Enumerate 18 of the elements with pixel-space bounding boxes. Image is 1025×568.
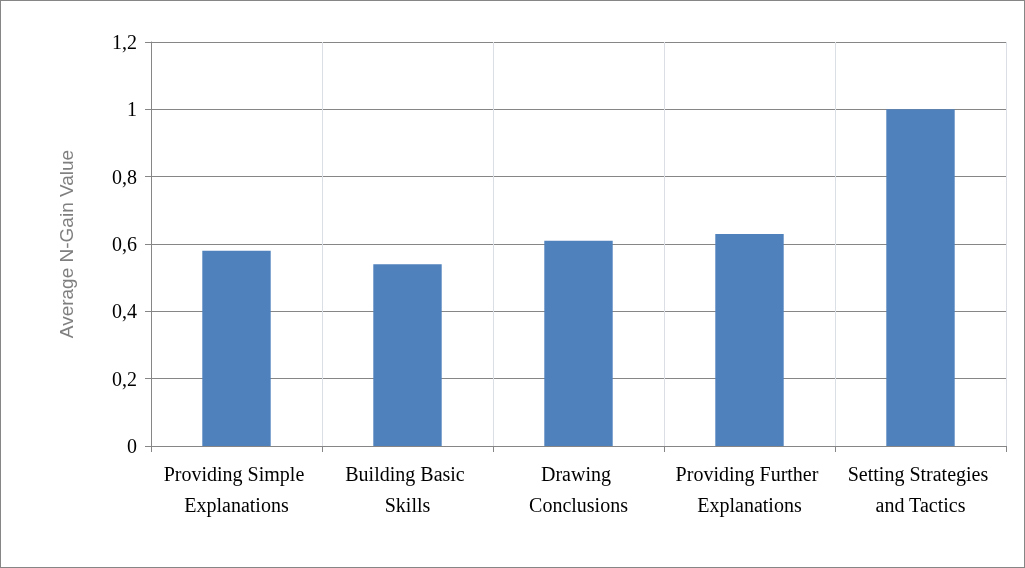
x-tick-label: Providing Simple Explanations <box>163 462 310 517</box>
bar <box>544 240 613 446</box>
y-tick-label: 1,2 <box>112 31 137 53</box>
bar <box>886 109 955 446</box>
bar <box>715 233 784 446</box>
bar <box>202 250 271 446</box>
x-tick-label: Drawing Conclusions <box>529 462 629 516</box>
x-tick-label: Building Basic Skills <box>345 462 470 516</box>
y-tick-label: 1 <box>127 98 137 121</box>
y-axis-title: Average N-Gain Value <box>56 149 77 339</box>
y-tick-label: 0 <box>127 435 137 457</box>
bar <box>373 264 442 446</box>
y-tick-label: 0,4 <box>112 300 137 323</box>
y-tick-label: 0,2 <box>112 367 137 390</box>
y-tick-label: 0,8 <box>112 165 137 188</box>
x-tick-label: Setting Strategies and Tactics <box>847 462 994 516</box>
y-tick-label: 0,6 <box>112 233 137 255</box>
x-tick-label: Providing Further Explanations <box>675 462 824 517</box>
